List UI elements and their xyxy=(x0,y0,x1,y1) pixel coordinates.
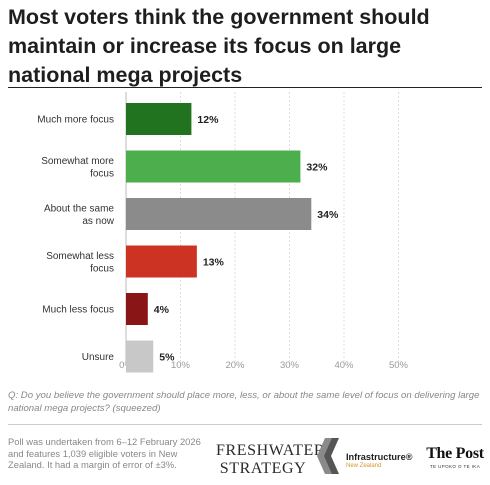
survey-question: Q: Do you believe the government should … xyxy=(8,390,480,414)
bar xyxy=(126,103,192,135)
bar xyxy=(126,293,148,325)
bar xyxy=(126,150,301,183)
infrastructure-mark-icon xyxy=(317,438,339,474)
infrastructure-nz-logo: Infrastructure® New Zealand xyxy=(316,434,422,478)
category-label: Somewhat less focus xyxy=(46,251,114,275)
data-label: 34% xyxy=(317,209,339,221)
category-label: Unsure xyxy=(82,352,115,363)
data-label: 13% xyxy=(203,256,225,268)
bar xyxy=(126,340,154,373)
footer-divider xyxy=(8,424,482,425)
category-label: Much less focus xyxy=(42,305,114,316)
x-tick-label: 20% xyxy=(225,360,245,371)
x-tick-label: 30% xyxy=(280,360,300,371)
x-tick-label: 10% xyxy=(171,360,191,371)
data-label: 4% xyxy=(154,304,170,316)
category-label: Much more focus xyxy=(37,115,114,126)
bar xyxy=(126,198,312,230)
data-label: 5% xyxy=(159,351,175,363)
freshwater-strategy-logo: FRESHWATER STRATEGY xyxy=(216,442,326,477)
the-post-logo: The Post TE UPOKO O TE IKA xyxy=(426,445,484,470)
category-label: Somewhat more focus xyxy=(41,156,114,180)
chart-title: Most voters think the government should … xyxy=(8,5,430,87)
category-label: About the same as now xyxy=(44,203,115,227)
bar xyxy=(126,245,197,278)
bar-chart: 0%10%20%30%40%50%Much more focus12%Somew… xyxy=(37,92,409,373)
title-divider xyxy=(8,87,482,88)
x-tick-label: 40% xyxy=(334,360,354,371)
poll-methodology-note: Poll was undertaken from 6–12 February 2… xyxy=(8,436,201,471)
data-label: 12% xyxy=(197,114,219,126)
data-label: 32% xyxy=(306,161,328,173)
x-tick-label: 50% xyxy=(389,360,409,371)
